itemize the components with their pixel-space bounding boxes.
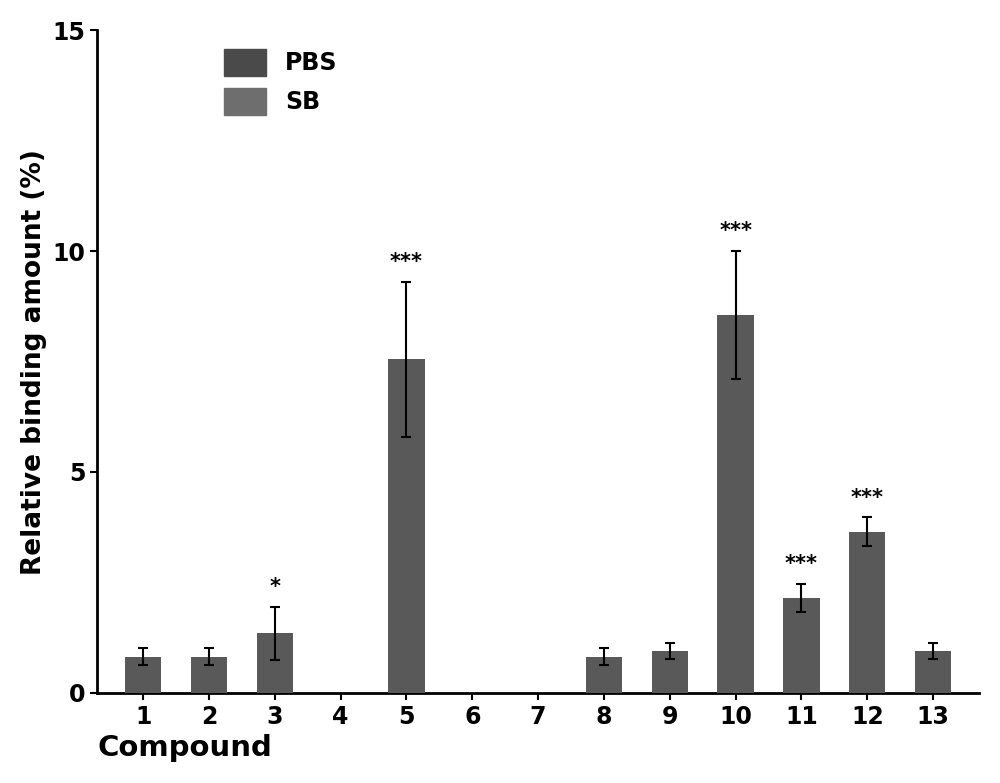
Bar xyxy=(388,359,425,693)
Bar xyxy=(191,657,227,693)
Text: *: * xyxy=(269,577,280,597)
X-axis label: Compound: Compound xyxy=(97,734,272,762)
Legend: PBS, SB: PBS, SB xyxy=(224,49,337,115)
Y-axis label: Relative binding amount (%): Relative binding amount (%) xyxy=(21,149,47,575)
Bar xyxy=(849,532,885,693)
Bar xyxy=(586,657,622,693)
Text: ***: *** xyxy=(785,554,818,574)
Bar xyxy=(717,316,754,693)
Text: ***: *** xyxy=(390,252,423,272)
Text: ***: *** xyxy=(719,222,752,241)
Text: ***: *** xyxy=(851,488,884,507)
Bar xyxy=(783,598,820,693)
Bar xyxy=(257,633,293,693)
Bar xyxy=(915,651,951,693)
Bar xyxy=(125,657,161,693)
Bar xyxy=(652,651,688,693)
